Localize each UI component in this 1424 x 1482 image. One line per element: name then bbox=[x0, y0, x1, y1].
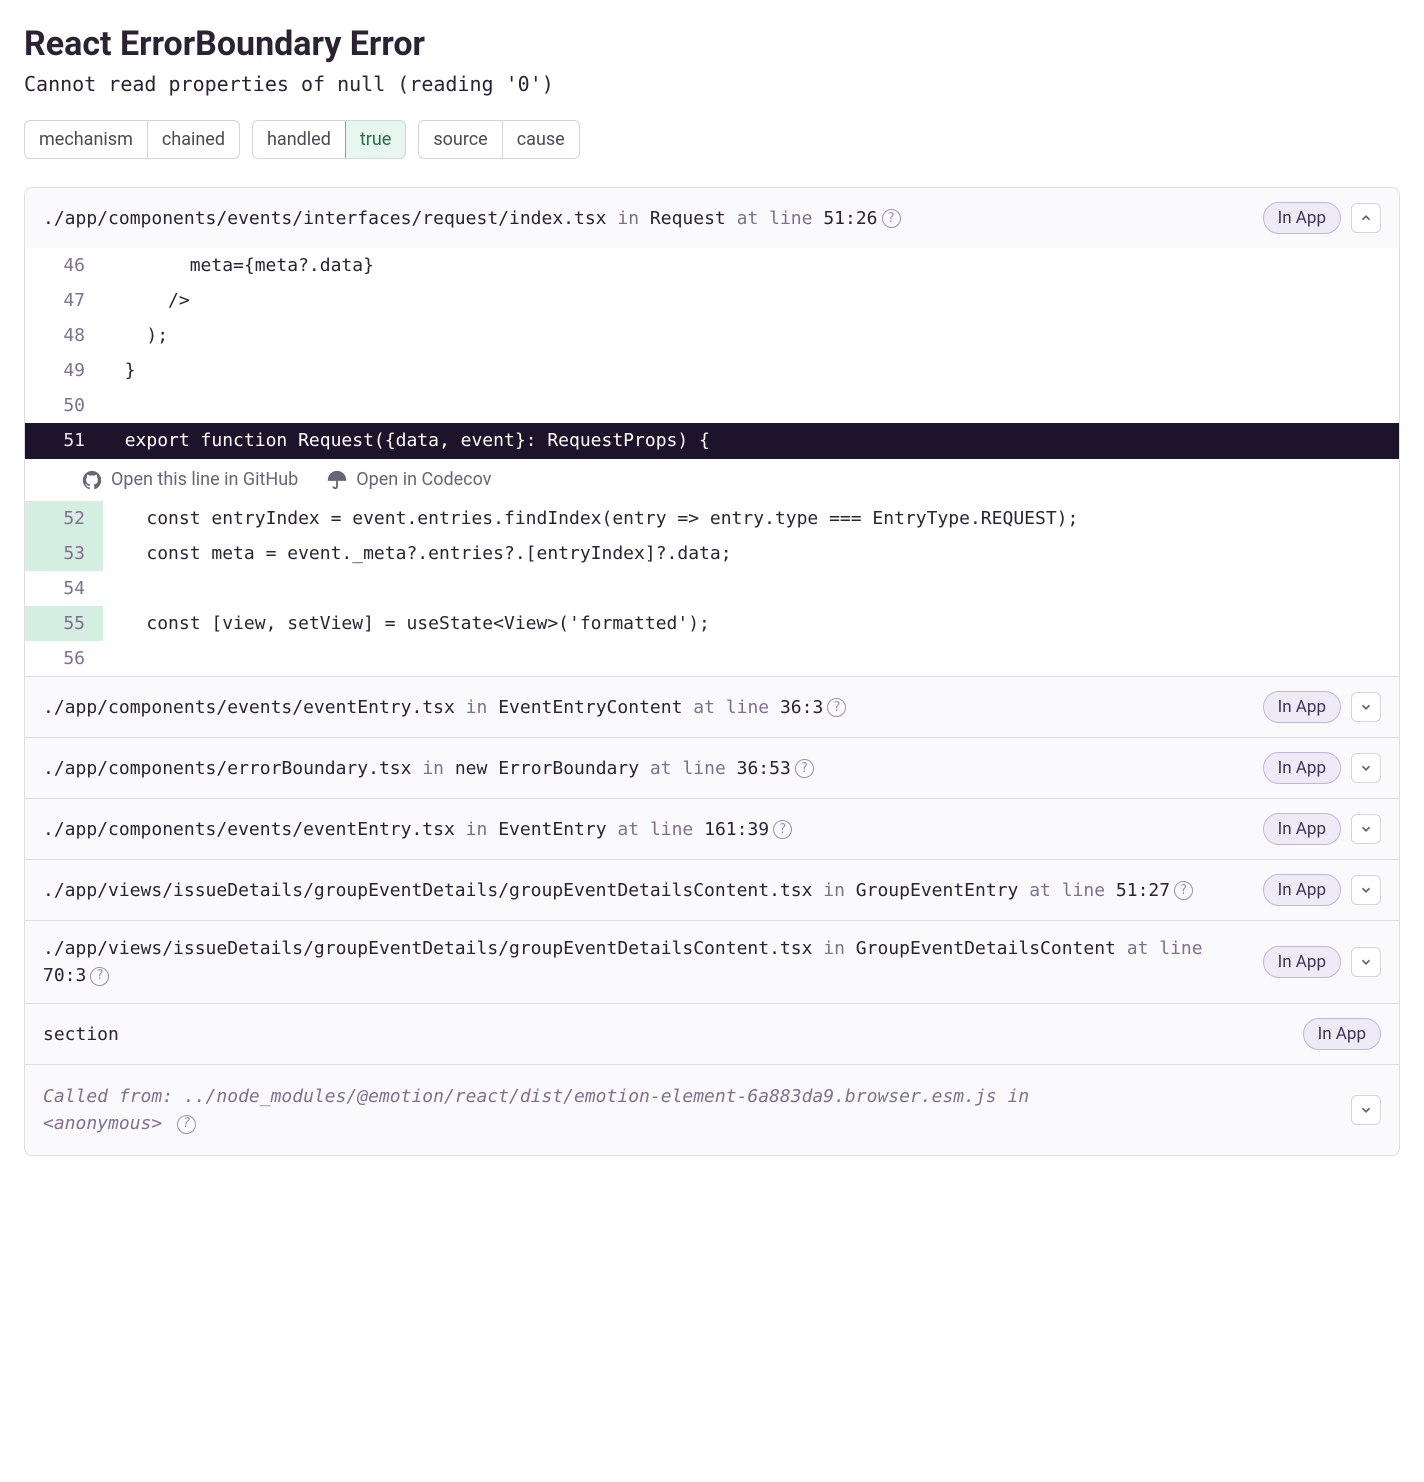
code-line: 53 const meta = event._meta?.entries?.[e… bbox=[25, 536, 1399, 571]
line-number: 54 bbox=[25, 571, 103, 606]
frame-title: ./app/components/events/eventEntry.tsx i… bbox=[43, 816, 1251, 843]
frame-actions: In App bbox=[1303, 1018, 1381, 1050]
in-app-badge: In App bbox=[1303, 1018, 1381, 1050]
frame-actions: In App bbox=[1263, 691, 1381, 723]
in-app-badge: In App bbox=[1263, 691, 1341, 723]
line-code: export function Request({data, event}: R… bbox=[103, 423, 1399, 458]
tag-key: mechanism bbox=[25, 121, 148, 158]
frame-actions: In App bbox=[1263, 874, 1381, 906]
tag-handled[interactable]: handledtrue bbox=[252, 120, 406, 159]
frame-header[interactable]: ./app/components/events/interfaces/reque… bbox=[25, 188, 1399, 248]
tags-row: mechanismchained handledtrue sourcecause bbox=[24, 120, 1400, 159]
stacktrace: ./app/components/events/interfaces/reque… bbox=[24, 187, 1400, 1156]
frame-header[interactable]: ./app/views/issueDetails/groupEventDetai… bbox=[25, 859, 1399, 920]
line-number: 53 bbox=[25, 536, 103, 571]
tag-key: handled bbox=[253, 121, 346, 158]
frame-title: ./app/views/issueDetails/groupEventDetai… bbox=[43, 877, 1251, 904]
code-line: 49 } bbox=[25, 353, 1399, 388]
frame-title: section bbox=[43, 1021, 1291, 1048]
code-line: 50 bbox=[25, 388, 1399, 423]
chevron-down-icon[interactable] bbox=[1351, 753, 1381, 783]
called-from: Called from: ../node_modules/@emotion/re… bbox=[25, 1064, 1399, 1155]
line-code: meta={meta?.data} bbox=[103, 248, 1399, 283]
chevron-down-icon[interactable] bbox=[1351, 1095, 1381, 1125]
called-from-text: Called from: ../node_modules/@emotion/re… bbox=[43, 1083, 1029, 1137]
help-icon[interactable]: ? bbox=[90, 967, 109, 986]
code-line: 55 const [view, setView] = useState<View… bbox=[25, 606, 1399, 641]
tag-mechanism[interactable]: mechanismchained bbox=[24, 120, 240, 159]
line-code: } bbox=[103, 353, 1399, 388]
tag-key: source bbox=[419, 121, 502, 158]
line-code bbox=[103, 571, 1399, 606]
help-icon[interactable]: ? bbox=[773, 820, 792, 839]
error-title: React ErrorBoundary Error bbox=[24, 24, 1400, 64]
in-app-badge: In App bbox=[1263, 874, 1341, 906]
code-line: 47 /> bbox=[25, 283, 1399, 318]
frame-header[interactable]: section In App bbox=[25, 1003, 1399, 1064]
tag-source[interactable]: sourcecause bbox=[418, 120, 579, 159]
code-line: 51 export function Request({data, event}… bbox=[25, 423, 1399, 458]
frame-actions: In App bbox=[1263, 946, 1381, 978]
help-icon[interactable]: ? bbox=[882, 209, 901, 228]
help-icon[interactable]: ? bbox=[827, 698, 846, 717]
line-code: const meta = event._meta?.entries?.[entr… bbox=[103, 536, 1399, 571]
help-icon[interactable]: ? bbox=[177, 1115, 196, 1134]
line-number: 50 bbox=[25, 388, 103, 423]
in-app-badge: In App bbox=[1263, 752, 1341, 784]
open-github-link[interactable]: Open this line in GitHub bbox=[81, 469, 298, 491]
in-app-badge: In App bbox=[1263, 813, 1341, 845]
chevron-down-icon[interactable] bbox=[1351, 947, 1381, 977]
error-subtitle: Cannot read properties of null (reading … bbox=[24, 72, 1400, 96]
frame-actions: In App bbox=[1263, 202, 1381, 234]
frame-header[interactable]: ./app/components/errorBoundary.tsx in ne… bbox=[25, 737, 1399, 798]
tag-value: true bbox=[345, 120, 406, 159]
code-block: 46 meta={meta?.data}47 />48 );49 }5051 e… bbox=[25, 248, 1399, 676]
line-code bbox=[103, 388, 1399, 423]
line-code bbox=[103, 641, 1399, 676]
code-line: 56 bbox=[25, 641, 1399, 676]
frame-title: ./app/views/issueDetails/groupEventDetai… bbox=[43, 935, 1251, 989]
line-number: 48 bbox=[25, 318, 103, 353]
open-codecov-link[interactable]: Open in Codecov bbox=[326, 469, 491, 491]
chevron-down-icon[interactable] bbox=[1351, 814, 1381, 844]
chevron-down-icon[interactable] bbox=[1351, 875, 1381, 905]
code-line: 46 meta={meta?.data} bbox=[25, 248, 1399, 283]
frame-title: ./app/components/errorBoundary.tsx in ne… bbox=[43, 755, 1251, 782]
line-number: 56 bbox=[25, 641, 103, 676]
line-code: const [view, setView] = useState<View>('… bbox=[103, 606, 1399, 641]
frame-title: ./app/components/events/interfaces/reque… bbox=[43, 205, 1251, 232]
line-number: 46 bbox=[25, 248, 103, 283]
line-number: 47 bbox=[25, 283, 103, 318]
chevron-down-icon[interactable] bbox=[1351, 692, 1381, 722]
frame-title: ./app/components/events/eventEntry.tsx i… bbox=[43, 694, 1251, 721]
frame-header[interactable]: ./app/components/events/eventEntry.tsx i… bbox=[25, 798, 1399, 859]
line-code: /> bbox=[103, 283, 1399, 318]
line-number: 55 bbox=[25, 606, 103, 641]
line-number: 49 bbox=[25, 353, 103, 388]
in-app-badge: In App bbox=[1263, 946, 1341, 978]
help-icon[interactable]: ? bbox=[1174, 881, 1193, 900]
code-line: 48 ); bbox=[25, 318, 1399, 353]
line-code: ); bbox=[103, 318, 1399, 353]
help-icon[interactable]: ? bbox=[795, 759, 814, 778]
frame-actions: In App bbox=[1263, 813, 1381, 845]
frame-actions: In App bbox=[1263, 752, 1381, 784]
code-line: 54 bbox=[25, 571, 1399, 606]
code-line: 52 const entryIndex = event.entries.find… bbox=[25, 501, 1399, 536]
line-code: const entryIndex = event.entries.findInd… bbox=[103, 501, 1399, 536]
chevron-up-icon[interactable] bbox=[1351, 203, 1381, 233]
line-number: 52 bbox=[25, 501, 103, 536]
frame-header[interactable]: ./app/components/events/eventEntry.tsx i… bbox=[25, 676, 1399, 737]
in-app-badge: In App bbox=[1263, 202, 1341, 234]
tag-value: cause bbox=[503, 121, 579, 158]
frame-header[interactable]: ./app/views/issueDetails/groupEventDetai… bbox=[25, 920, 1399, 1003]
code-links: Open this line in GitHub Open in Codecov bbox=[25, 459, 1399, 501]
line-number: 51 bbox=[25, 423, 103, 458]
tag-value: chained bbox=[148, 121, 239, 158]
